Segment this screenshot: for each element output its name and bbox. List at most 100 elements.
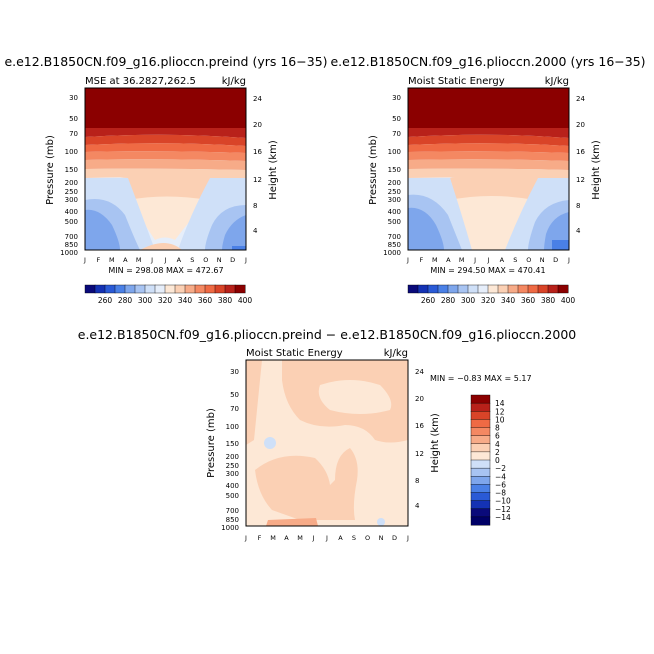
colorbar-swatch <box>164 284 176 294</box>
colorbar-swatch <box>470 394 491 404</box>
panel-diff: e.e12.B1850CN.f09_g16.plioccn.preind − e… <box>78 327 577 542</box>
svg-text:100: 100 <box>226 423 239 431</box>
colorbar-label: 280 <box>441 296 456 305</box>
svg-text:400: 400 <box>65 208 78 216</box>
colorbar-label: 14 <box>495 399 505 408</box>
colorbar-label: 360 <box>521 296 536 305</box>
svg-text:24: 24 <box>253 95 262 103</box>
svg-text:500: 500 <box>388 218 401 226</box>
panel-preind-units: kJ/kg <box>222 76 246 87</box>
svg-text:500: 500 <box>65 218 78 226</box>
panel-2000-stats: MIN = 294.50 MAX = 470.41 <box>430 266 545 275</box>
panel-diff-field <box>246 360 408 526</box>
colorbar-label: −8 <box>495 489 506 498</box>
svg-text:70: 70 <box>392 130 401 138</box>
panel-preind: e.e12.B1850CN.f09_g16.plioccn.preind (yr… <box>4 54 327 305</box>
x-tick-label: J <box>244 256 247 264</box>
x-tick-label: D <box>392 534 397 542</box>
x-tick-label: M <box>459 256 465 264</box>
svg-text:16: 16 <box>576 148 585 156</box>
panel-preind-title: e.e12.B1850CN.f09_g16.plioccn.preind (yr… <box>4 54 327 69</box>
colorbar-swatch <box>470 459 491 469</box>
svg-text:700: 700 <box>388 233 401 241</box>
svg-text:250: 250 <box>226 462 239 470</box>
x-tick-label: M <box>297 534 303 542</box>
colorbar-label: 8 <box>495 424 500 433</box>
x-tick-label: A <box>500 256 505 264</box>
panel-diff-title: e.e12.B1850CN.f09_g16.plioccn.preind − e… <box>78 327 577 342</box>
colorbar-label: 340 <box>501 296 516 305</box>
colorbar-swatch <box>470 516 491 526</box>
panel-preind-y2label: Height (km) <box>268 140 279 200</box>
panel-preind-y2ticks: 24 20 16 12 8 4 <box>253 95 262 235</box>
svg-text:12: 12 <box>415 450 424 458</box>
panel-diff-ylabel: Pressure (mb) <box>206 408 217 478</box>
panel-diff-units: kJ/kg <box>384 348 408 359</box>
x-tick-label: O <box>365 534 370 542</box>
colorbar-label: 320 <box>481 296 496 305</box>
colorbar-swatch <box>214 284 226 294</box>
svg-text:70: 70 <box>69 130 78 138</box>
colorbar-label: 360 <box>198 296 213 305</box>
colorbar-swatch <box>104 284 116 294</box>
svg-text:16: 16 <box>415 422 424 430</box>
x-tick-label: M <box>136 256 142 264</box>
svg-text:12: 12 <box>576 176 585 184</box>
x-tick-label: J <box>473 256 476 264</box>
svg-text:250: 250 <box>388 188 401 196</box>
svg-text:30: 30 <box>69 94 78 102</box>
x-tick-label: F <box>420 256 424 264</box>
colorbar-swatch <box>557 284 569 294</box>
x-tick-label: S <box>190 256 194 264</box>
colorbar-swatch <box>497 284 509 294</box>
svg-text:300: 300 <box>226 470 239 478</box>
colorbar-label: 380 <box>541 296 556 305</box>
svg-text:1000: 1000 <box>221 524 239 532</box>
svg-text:4: 4 <box>415 502 420 510</box>
colorbar-swatch <box>224 284 236 294</box>
colorbar-label: −6 <box>495 480 506 489</box>
colorbar-swatch <box>537 284 549 294</box>
colorbar-swatch <box>447 284 459 294</box>
x-tick-label: J <box>406 256 409 264</box>
colorbar-swatch <box>470 427 491 437</box>
colorbar-swatch <box>184 284 196 294</box>
colorbar-swatch <box>470 451 491 461</box>
svg-text:150: 150 <box>388 166 401 174</box>
colorbar-label: 260 <box>98 296 113 305</box>
svg-text:4: 4 <box>253 227 258 235</box>
x-tick-label: A <box>123 256 128 264</box>
x-tick-label: J <box>164 256 167 264</box>
svg-text:50: 50 <box>392 115 401 123</box>
colorbar-swatch <box>517 284 529 294</box>
x-tick-label: J <box>406 534 409 542</box>
colorbar-swatch <box>114 284 126 294</box>
colorbar-swatch <box>194 284 206 294</box>
svg-text:20: 20 <box>253 121 262 129</box>
x-tick-label: N <box>379 534 384 542</box>
svg-text:200: 200 <box>388 179 401 187</box>
x-tick-label: J <box>312 534 315 542</box>
svg-text:4: 4 <box>576 227 581 235</box>
x-tick-label: N <box>217 256 222 264</box>
panel-2000-subtitle-left: Moist Static Energy <box>408 76 505 87</box>
colorbar-swatch <box>470 492 491 502</box>
colorbar-swatch <box>204 284 216 294</box>
x-tick-label: S <box>513 256 517 264</box>
colorbar-swatch <box>437 284 449 294</box>
panel-2000-y2label: Height (km) <box>591 140 602 200</box>
x-tick-label: F <box>258 534 262 542</box>
colorbar-label: 4 <box>495 440 500 449</box>
colorbar-label: 380 <box>218 296 233 305</box>
x-tick-label: D <box>230 256 235 264</box>
x-tick-label: S <box>352 534 356 542</box>
svg-text:300: 300 <box>65 196 78 204</box>
svg-text:300: 300 <box>388 196 401 204</box>
svg-text:50: 50 <box>230 391 239 399</box>
panel-diff-y2label: Height (km) <box>430 413 441 473</box>
colorbar-swatch <box>470 419 491 429</box>
